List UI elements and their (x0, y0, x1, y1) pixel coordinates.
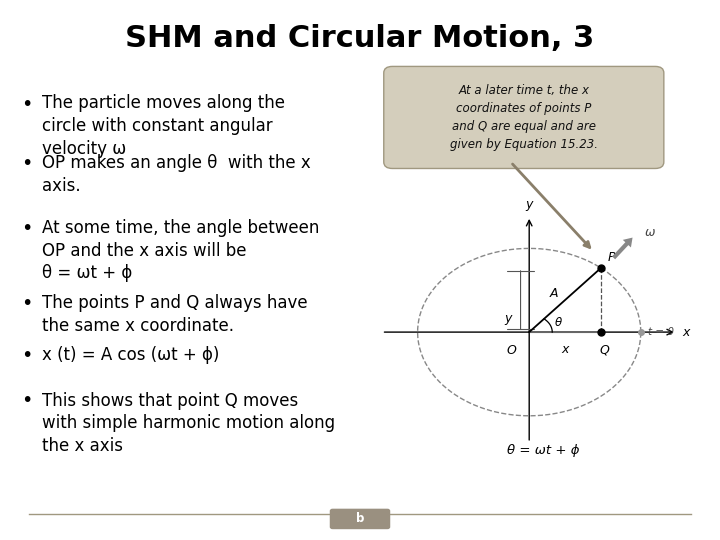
Text: •: • (22, 346, 33, 365)
Text: At some time, the angle between
OP and the x axis will be
θ = ωt + ϕ: At some time, the angle between OP and t… (42, 219, 319, 282)
FancyBboxPatch shape (384, 66, 664, 168)
Text: •: • (22, 154, 33, 173)
Text: Q: Q (600, 344, 609, 357)
Text: •: • (22, 94, 33, 113)
Text: O: O (506, 344, 516, 357)
Text: x: x (562, 343, 569, 356)
Text: b: b (356, 512, 364, 525)
Text: ω: ω (645, 226, 656, 239)
Text: θ = ωt + ϕ: θ = ωt + ϕ (508, 444, 580, 457)
FancyArrowPatch shape (612, 238, 633, 259)
Text: y: y (504, 312, 511, 325)
FancyBboxPatch shape (330, 509, 390, 529)
Text: SHM and Circular Motion, 3: SHM and Circular Motion, 3 (125, 24, 595, 53)
Text: The particle moves along the
circle with constant angular
velocity ω: The particle moves along the circle with… (42, 94, 285, 158)
Text: t = 0: t = 0 (648, 327, 674, 337)
Text: x (t) = A cos (ωt + ϕ): x (t) = A cos (ωt + ϕ) (42, 346, 219, 363)
Text: OP makes an angle θ  with the x
axis.: OP makes an angle θ with the x axis. (42, 154, 310, 195)
Text: A: A (549, 287, 558, 300)
Text: •: • (22, 392, 33, 410)
Text: •: • (22, 294, 33, 313)
Text: x: x (683, 326, 690, 339)
Text: At a later time t, the x
coordinates of points P
and Q are equal and are
given b: At a later time t, the x coordinates of … (450, 84, 598, 151)
Text: •: • (22, 219, 33, 238)
Text: This shows that point Q moves
with simple harmonic motion along
the x axis: This shows that point Q moves with simpl… (42, 392, 335, 455)
FancyArrowPatch shape (513, 164, 590, 247)
Text: The points P and Q always have
the same x coordinate.: The points P and Q always have the same … (42, 294, 307, 335)
Text: θ: θ (554, 315, 562, 328)
Text: y: y (526, 198, 533, 211)
Text: P: P (608, 251, 616, 264)
